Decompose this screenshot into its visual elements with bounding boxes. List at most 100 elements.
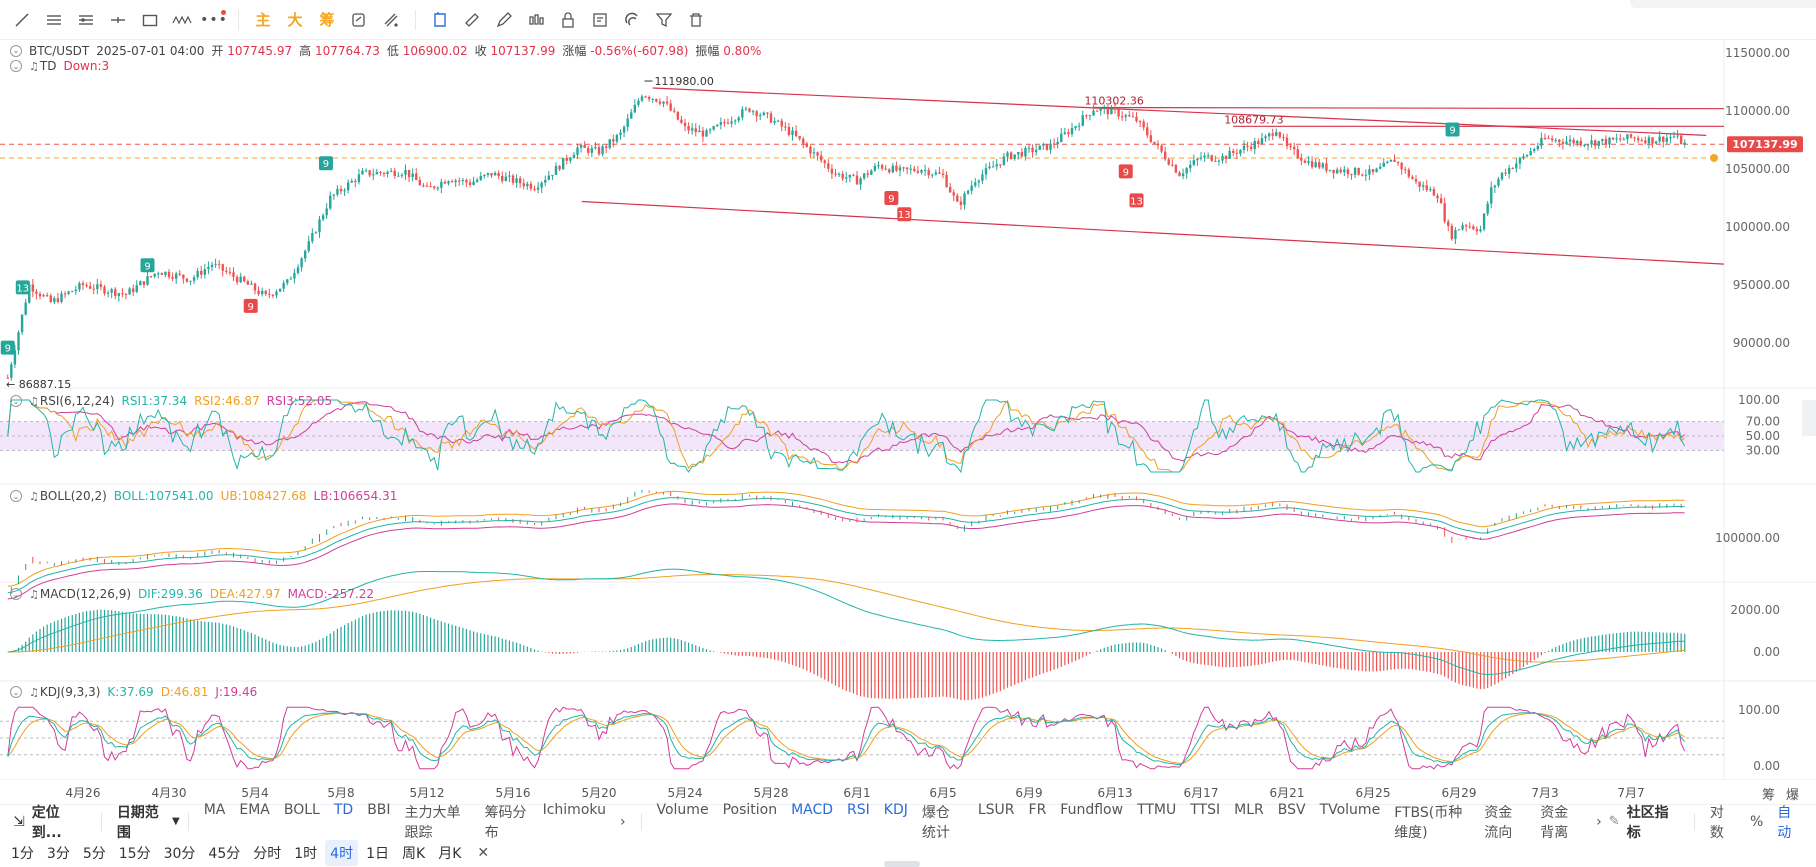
sub-indicator-9[interactable]: TTMU: [1137, 801, 1177, 818]
timeframe-4[interactable]: 30分: [163, 845, 196, 862]
timeframe-5[interactable]: 45分: [208, 845, 241, 862]
timeframe-6[interactable]: 分时: [253, 845, 282, 862]
community-indicator-button[interactable]: 社区指标: [1626, 804, 1669, 841]
ruler-icon[interactable]: [456, 4, 488, 36]
candle-body: [1235, 152, 1239, 154]
bell-icon[interactable]: ♫: [29, 59, 39, 73]
candle-body: [1206, 155, 1210, 157]
sub-indicator-3[interactable]: RSI: [847, 801, 870, 818]
sub-indicator-4[interactable]: KDJ: [883, 801, 908, 818]
axis-corner-label[interactable]: 爆: [1786, 788, 1800, 803]
side-panel-toggle[interactable]: [1802, 400, 1816, 436]
candle-body: [1253, 141, 1256, 149]
timeframe-11[interactable]: 月K: [438, 845, 462, 862]
sub-indicator-1[interactable]: Position: [722, 801, 778, 818]
pen-icon[interactable]: [488, 4, 520, 36]
edit-icon[interactable]: ✎: [1608, 814, 1620, 829]
collapse-icon[interactable]: ⌄: [10, 44, 22, 57]
log-scale-button[interactable]: 对数: [1709, 804, 1724, 841]
current-price-label: 107137.99: [1732, 138, 1797, 151]
resistance-line-1[interactable]: [1093, 106, 1725, 110]
timeframe-7[interactable]: 1时: [294, 845, 318, 862]
collapse-icon[interactable]: ⌄: [10, 60, 22, 72]
trash-icon[interactable]: [680, 4, 712, 36]
axis-corner-label[interactable]: 筹: [1762, 788, 1776, 803]
auto-scale-button[interactable]: 自动: [1777, 804, 1792, 841]
main-indicator-7[interactable]: Ichimoku: [542, 801, 606, 818]
percent-scale-button[interactable]: %: [1749, 813, 1764, 830]
cross-line-icon[interactable]: [102, 4, 134, 36]
collapse-icon[interactable]: ⌄: [10, 395, 22, 407]
timeframe-10[interactable]: 周K: [402, 845, 426, 862]
more-icon[interactable]: •••: [200, 9, 228, 28]
channel-upper-line[interactable]: [652, 87, 1707, 136]
main-indicator-5[interactable]: 主力大单跟踪: [404, 804, 461, 841]
timeframe-9[interactable]: 1日: [366, 845, 390, 862]
measure-icon[interactable]: [375, 4, 407, 36]
sub-indicator-13[interactable]: TVolume: [1319, 801, 1381, 818]
collapse-icon[interactable]: ⌄: [10, 490, 22, 502]
sub-indicator-15[interactable]: 资金流向: [1484, 804, 1513, 841]
channel-lower-line[interactable]: [581, 200, 1725, 265]
chip-button[interactable]: 筹: [319, 11, 335, 29]
timeframe-3[interactable]: 15分: [118, 845, 151, 862]
pattern-icon[interactable]: [166, 4, 198, 36]
sub-indicator-16[interactable]: 资金背离: [1540, 804, 1569, 841]
collapse-icon[interactable]: ⌄: [10, 588, 22, 600]
sub-indicator-12[interactable]: BSV: [1277, 801, 1306, 818]
main-indicator-0[interactable]: MA: [203, 801, 226, 818]
screenshot-icon[interactable]: [424, 4, 456, 36]
bell-icon[interactable]: ♫: [29, 489, 39, 503]
trend-line-icon[interactable]: [6, 4, 38, 36]
close-icon[interactable]: ✕: [477, 844, 490, 861]
main-force-button[interactable]: 主: [255, 11, 271, 29]
candle-body: [1085, 115, 1088, 117]
collapse-icon[interactable]: ⌄: [10, 686, 22, 698]
sub-indicator-2[interactable]: MACD: [791, 801, 834, 818]
sub-indicator-6[interactable]: LSUR: [977, 801, 1015, 818]
sub-indicator-10[interactable]: TTSI: [1190, 801, 1221, 818]
main-indicator-2[interactable]: BOLL: [283, 801, 320, 818]
horizontal-lines-icon[interactable]: [38, 4, 70, 36]
main-indicator-4[interactable]: BBI: [367, 801, 391, 818]
sub-indicator-5[interactable]: 爆仓统计: [921, 804, 950, 841]
bell-icon[interactable]: ♫: [29, 685, 39, 699]
locate-button[interactable]: 定位到...: [31, 804, 62, 841]
main-indicator-1[interactable]: EMA: [239, 801, 270, 818]
candle-body: [1017, 152, 1020, 155]
big-order-button[interactable]: 大: [287, 11, 303, 29]
sub-indicator-11[interactable]: MLR: [1234, 801, 1264, 818]
candle-body: [1536, 145, 1540, 150]
bell-icon[interactable]: ♫: [29, 394, 39, 408]
candle-body: [293, 272, 296, 279]
copy-drawing-icon[interactable]: [343, 4, 375, 36]
timeframe-0[interactable]: 1分: [11, 845, 34, 862]
timeframe-1[interactable]: 3分: [46, 845, 70, 862]
timeframe-8[interactable]: 4时: [325, 839, 359, 866]
chevron-right-icon[interactable]: ›: [1596, 813, 1602, 830]
parallel-channel-icon[interactable]: [70, 4, 102, 36]
time-axis[interactable]: 4月26 4月30 5月4 5月8 5月12 5月16 5月20 5月24 5月28 6月1 6月5…: [0, 780, 1816, 804]
resize-handle[interactable]: [884, 861, 920, 867]
bell-icon[interactable]: ♫: [29, 587, 39, 601]
sub-indicator-0[interactable]: Volume: [656, 801, 709, 818]
chevron-down-icon[interactable]: ▼: [172, 816, 180, 827]
rsi-tick-label: 30.00: [1746, 443, 1780, 457]
main-indicator-3[interactable]: TD: [333, 801, 354, 818]
candle-body: [278, 288, 282, 292]
chart-canvas[interactable]: 115000.00 110000.00 105000.00 100000.00 9500…: [0, 0, 1816, 780]
sub-indicator-14[interactable]: FTBS(币种维度): [1394, 804, 1463, 841]
sub-indicator-7[interactable]: FR: [1028, 801, 1047, 818]
sub-indicator-8[interactable]: Fundflow: [1060, 801, 1124, 818]
timeframe-2[interactable]: 5分: [82, 845, 106, 862]
chevron-right-icon[interactable]: ›: [619, 813, 626, 830]
candlestick-icon[interactable]: [520, 4, 552, 36]
magnet-icon[interactable]: [616, 4, 648, 36]
rectangle-icon[interactable]: [134, 4, 166, 36]
date-range-button[interactable]: 日期范围: [116, 804, 159, 841]
template-icon[interactable]: [584, 4, 616, 36]
locate-icon[interactable]: ⇲: [13, 813, 25, 830]
filter-icon[interactable]: [648, 4, 680, 36]
main-indicator-6[interactable]: 筹码分布: [484, 804, 527, 841]
lock-icon[interactable]: [552, 4, 584, 36]
